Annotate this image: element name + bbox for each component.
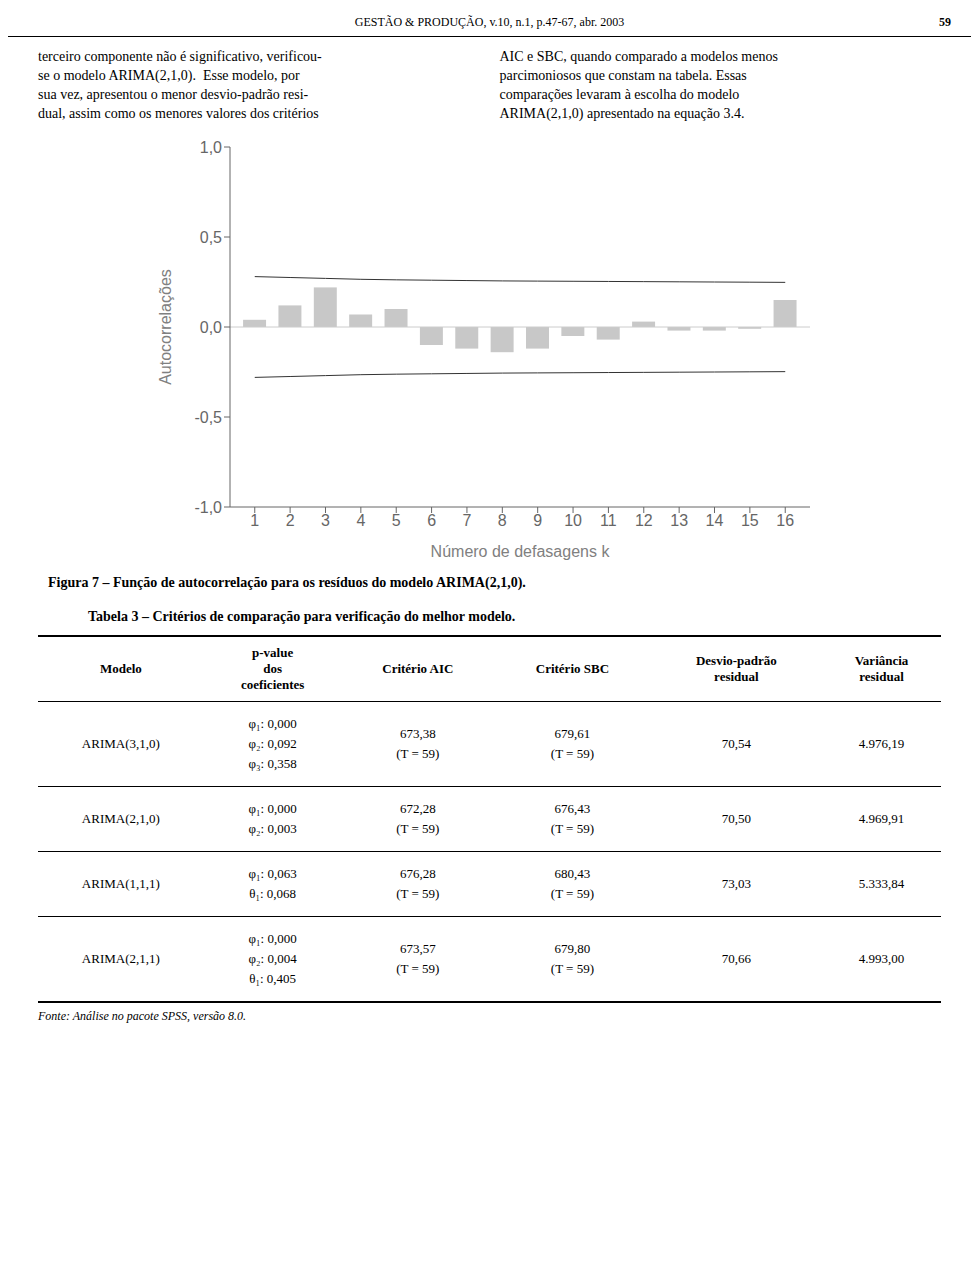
- html-text:70,54: 70,54: [721, 736, 751, 751]
- html-text:ARIMA(3,1,0): ARIMA(3,1,0): [81, 736, 160, 751]
- svg-text:1: 1: [250, 512, 259, 529]
- html-text:ARIMA(2,1,0): ARIMA(2,1,0): [81, 811, 160, 826]
- html-text:(T = 59): (T = 59): [550, 961, 594, 976]
- html-text:φ₁: 0,063: φ₁: 0,063: [248, 866, 297, 881]
- svg-text:8: 8: [497, 512, 506, 529]
- html-text:Variância: Variância: [854, 653, 909, 668]
- html-text:676,43: 676,43: [554, 801, 591, 816]
- html-text:676,28: 676,28: [399, 866, 436, 881]
- svg-text:4: 4: [356, 512, 365, 529]
- html-text:Critério AIC: Critério AIC: [382, 661, 454, 676]
- html-text:se o modelo ARIMA(2,1,0). Esse: se o modelo ARIMA(2,1,0). Esse modelo, p…: [38, 68, 300, 83]
- html-text:(T = 59): (T = 59): [550, 746, 594, 761]
- html-text:ARIMA(1,1,1): ARIMA(1,1,1): [81, 876, 160, 891]
- html-text:679,61: 679,61: [554, 726, 591, 741]
- html-text:p-value: p-value: [252, 645, 294, 660]
- html-text:ARIMA(2,1,0) apresentado na eq: ARIMA(2,1,0) apresentado na equação 3.4.: [499, 106, 745, 121]
- svg-text:15: 15: [740, 512, 758, 529]
- html-text:70,50: 70,50: [721, 811, 751, 826]
- html-text:dos: dos: [263, 661, 282, 676]
- svg-text:1,0: 1,0: [199, 139, 221, 156]
- html-text:680,43: 680,43: [554, 866, 591, 881]
- svg-text:14: 14: [705, 512, 723, 529]
- html-text:φ₂: 0,004: φ₂: 0,004: [248, 951, 297, 966]
- html-text:(T = 59): (T = 59): [550, 821, 594, 836]
- html-text:Modelo: Modelo: [99, 661, 142, 676]
- html-text:70,66: 70,66: [721, 951, 751, 966]
- html-text:Critério SBC: Critério SBC: [535, 661, 609, 676]
- html-text:φ₂: 0,003: φ₂: 0,003: [248, 821, 297, 836]
- svg-text:7: 7: [462, 512, 471, 529]
- svg-text:13: 13: [670, 512, 688, 529]
- html-text:4.969,91: 4.969,91: [858, 811, 905, 826]
- svg-text:3: 3: [321, 512, 330, 529]
- html-text:(T = 59): (T = 59): [396, 886, 440, 901]
- html-text:73,03: 73,03: [721, 876, 751, 891]
- svg-text:11: 11: [600, 512, 617, 529]
- svg-text:5: 5: [391, 512, 400, 529]
- html-text:φ₂: 0,092: φ₂: 0,092: [248, 736, 297, 751]
- svg-text:2: 2: [285, 512, 294, 529]
- html-text:θ₁: 0,405: θ₁: 0,405: [249, 971, 297, 986]
- svg-text:6: 6: [427, 512, 436, 529]
- html-text:ARIMA(2,1,1): ARIMA(2,1,1): [81, 951, 160, 966]
- html-text:672,28: 672,28: [399, 801, 436, 816]
- html-text:terceiro componente não é sign: terceiro componente não é significativo,…: [38, 49, 322, 64]
- svg-text:12: 12: [634, 512, 652, 529]
- html-text:residual: residual: [859, 669, 904, 684]
- html-text:(T = 59): (T = 59): [396, 961, 440, 976]
- html-text:parcimoniosos que constam na t: parcimoniosos que constam na tabela. Ess…: [499, 68, 747, 83]
- html-text:5.333,84: 5.333,84: [858, 876, 905, 891]
- html-text:GESTÃO & PRODUÇÃO, v.10, n.1,: GESTÃO & PRODUÇÃO, v.10, n.1, p.47-67, a…: [354, 15, 625, 29]
- svg-text:Autocorrelações: Autocorrelações: [156, 269, 173, 385]
- html-text:Fonte: Análise no pacote SPSS,: Fonte: Análise no pacote SPSS, versão 8.…: [38, 1009, 247, 1023]
- svg-text:10: 10: [564, 512, 582, 529]
- html-text:(T = 59): (T = 59): [550, 886, 594, 901]
- html-text:φ₁: 0,000: φ₁: 0,000: [248, 716, 297, 731]
- html-text:residual: residual: [714, 669, 759, 684]
- svg-text:-0,5: -0,5: [194, 409, 222, 426]
- html-text:4.976,19: 4.976,19: [858, 736, 905, 751]
- html-text:dual, assim como os menores va: dual, assim como os menores valores dos …: [38, 106, 319, 121]
- svg-text:0,5: 0,5: [199, 229, 221, 246]
- svg-text:0,0: 0,0: [199, 319, 221, 336]
- html-text:679,80: 679,80: [554, 941, 591, 956]
- html-text:Desvio-padrão: Desvio-padrão: [695, 653, 777, 668]
- html-text:4.993,00: 4.993,00: [858, 951, 905, 966]
- html-text:comparações levaram à escolha: comparações levaram à escolha do modelo: [499, 87, 740, 102]
- html-text:59: 59: [939, 15, 951, 29]
- html-text:673,38: 673,38: [399, 726, 436, 741]
- svg-text:9: 9: [533, 512, 542, 529]
- html-text:φ₁: 0,000: φ₁: 0,000: [248, 801, 297, 816]
- html-text:AIC e SBC, quando comparado a: AIC e SBC, quando comparado a modelos me…: [499, 49, 778, 64]
- html-text:coeficientes: coeficientes: [240, 677, 305, 692]
- html-text:Tabela 3 – Critérios de compar: Tabela 3 – Critérios de comparação para …: [88, 609, 516, 624]
- svg-text:-1,0: -1,0: [194, 499, 222, 516]
- html-text:Figura 7 – Função de autocorre: Figura 7 – Função de autocorrelação para…: [48, 575, 526, 590]
- html-text:φ₁: 0,000: φ₁: 0,000: [248, 931, 297, 946]
- html-text:673,57: 673,57: [399, 941, 436, 956]
- svg-text:Número de defasagens k: Número de defasagens k: [430, 543, 610, 560]
- html-text:(T = 59): (T = 59): [396, 821, 440, 836]
- html-text:(T = 59): (T = 59): [396, 746, 440, 761]
- html-text:sua vez, apresentou o menor de: sua vez, apresentou o menor desvio-padrã…: [38, 87, 309, 102]
- html-text:φ₃: 0,358: φ₃: 0,358: [248, 756, 297, 771]
- html-text:θ₁: 0,068: θ₁: 0,068: [249, 886, 297, 901]
- svg-text:16: 16: [776, 512, 794, 529]
